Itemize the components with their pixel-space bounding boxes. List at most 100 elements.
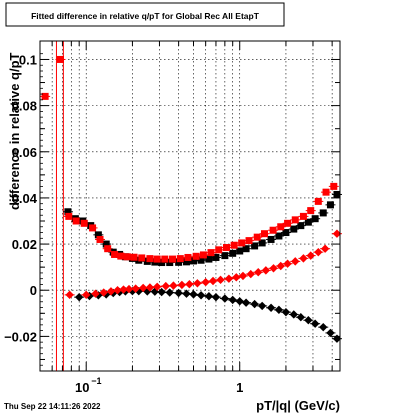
- y-tick-label: 0.06: [12, 145, 37, 160]
- data-point-diamond: [161, 281, 171, 291]
- data-point-diamond: [204, 292, 214, 301]
- data-point-square: [267, 235, 275, 243]
- data-point-diamond: [224, 274, 234, 283]
- data-point-diamond: [274, 305, 284, 315]
- data-point-square: [314, 197, 322, 205]
- data-point-square: [96, 235, 104, 243]
- data-point-square: [307, 207, 315, 215]
- data-point-square: [238, 239, 246, 247]
- data-point-diamond: [189, 290, 198, 299]
- data-point-square: [275, 232, 283, 240]
- data-point-square: [176, 255, 184, 263]
- data-point-diamond: [131, 284, 140, 293]
- data-point-square: [229, 249, 237, 257]
- data-point-square: [284, 219, 292, 227]
- data-point-diamond: [276, 261, 285, 271]
- data-point-diamond: [332, 229, 342, 238]
- data-point-square: [153, 255, 161, 263]
- data-point-diamond: [201, 277, 210, 287]
- data-point-square: [251, 242, 259, 250]
- data-point-square: [260, 230, 268, 238]
- data-point-diamond: [238, 271, 248, 281]
- data-point-diamond: [266, 303, 276, 312]
- data-point-square: [326, 201, 334, 209]
- data-point-diamond: [283, 259, 292, 268]
- data-point-diamond: [174, 288, 183, 298]
- data-point-square: [104, 245, 112, 253]
- data-point-square: [199, 251, 207, 259]
- data-point-square: [277, 223, 285, 231]
- data-point-square: [258, 239, 266, 247]
- data-point-square: [299, 212, 307, 220]
- data-point-square: [207, 249, 215, 257]
- data-point-diamond: [196, 291, 206, 300]
- data-point-diamond: [228, 295, 237, 305]
- data-point-diamond: [157, 287, 166, 297]
- grid-layer: [39, 41, 340, 371]
- data-point-square: [304, 218, 312, 226]
- ticks-layer: [39, 41, 340, 372]
- vertical-lines-layer: [55, 41, 64, 371]
- data-point-square: [123, 253, 131, 261]
- data-point-diamond: [185, 280, 194, 289]
- data-point-square: [111, 250, 119, 258]
- x-tick-exponent: −1: [91, 376, 101, 386]
- y-tick-label: 0.08: [12, 99, 37, 114]
- data-point-diamond: [211, 292, 221, 302]
- x-tick-label: 10: [75, 380, 89, 395]
- data-point-diamond: [91, 289, 100, 298]
- data-point-diamond: [269, 264, 278, 273]
- data-point-square: [80, 219, 88, 227]
- data-point-diamond: [281, 307, 291, 317]
- data-point-square: [215, 246, 223, 254]
- data-point-diamond: [299, 254, 308, 263]
- data-point-square: [319, 209, 327, 217]
- data-point-square: [72, 217, 80, 225]
- y-tick-label: 0.04: [12, 191, 38, 206]
- data-point-square: [322, 188, 330, 196]
- data-point-square: [130, 253, 138, 261]
- timestamp: Thu Sep 22 14:11:26 2022: [4, 402, 101, 411]
- data-point-square: [221, 252, 229, 260]
- data-point-diamond: [261, 266, 271, 275]
- data-point-square: [138, 254, 146, 262]
- data-point-diamond: [320, 244, 330, 253]
- data-point-diamond: [74, 292, 84, 302]
- data-point-square: [102, 240, 110, 248]
- data-point-diamond: [220, 294, 230, 303]
- data-point-diamond: [99, 288, 108, 297]
- data-point-diamond: [165, 288, 174, 297]
- data-point-square: [146, 255, 154, 263]
- data-point-diamond: [182, 289, 191, 298]
- data-point-diamond: [82, 290, 91, 300]
- data-point-diamond: [254, 268, 263, 277]
- data-point-square: [330, 182, 338, 190]
- data-point-diamond: [152, 282, 162, 291]
- data-point-square: [230, 241, 238, 249]
- y-tick-label: 0.1: [19, 52, 37, 67]
- data-point-square: [253, 233, 261, 241]
- data-point-diamond: [310, 319, 320, 328]
- data-point-square: [290, 225, 298, 233]
- data-point-diamond: [138, 283, 148, 293]
- data-point-diamond: [289, 310, 298, 319]
- data-point-square: [269, 226, 277, 234]
- data-point-square: [222, 244, 230, 252]
- data-point-square: [117, 252, 125, 260]
- data-point-diamond: [216, 275, 225, 285]
- data-point-square: [291, 216, 299, 224]
- data-point-diamond: [65, 290, 74, 300]
- x-axis-title: pT/|q| (GeV/c): [256, 398, 340, 413]
- data-point-diamond: [326, 328, 335, 338]
- y-tick-label: 0: [30, 283, 37, 298]
- data-point-square: [212, 253, 220, 261]
- title-box: [5, 2, 285, 27]
- data-point-diamond: [304, 316, 313, 325]
- data-point-diamond: [241, 298, 251, 307]
- data-point-diamond: [235, 297, 244, 306]
- data-point-diamond: [208, 276, 218, 286]
- data-point-square: [182, 258, 190, 266]
- data-point-square: [94, 231, 102, 239]
- y-axis-title: difference in relative q/pT: [7, 52, 22, 210]
- data-point-diamond: [319, 322, 328, 332]
